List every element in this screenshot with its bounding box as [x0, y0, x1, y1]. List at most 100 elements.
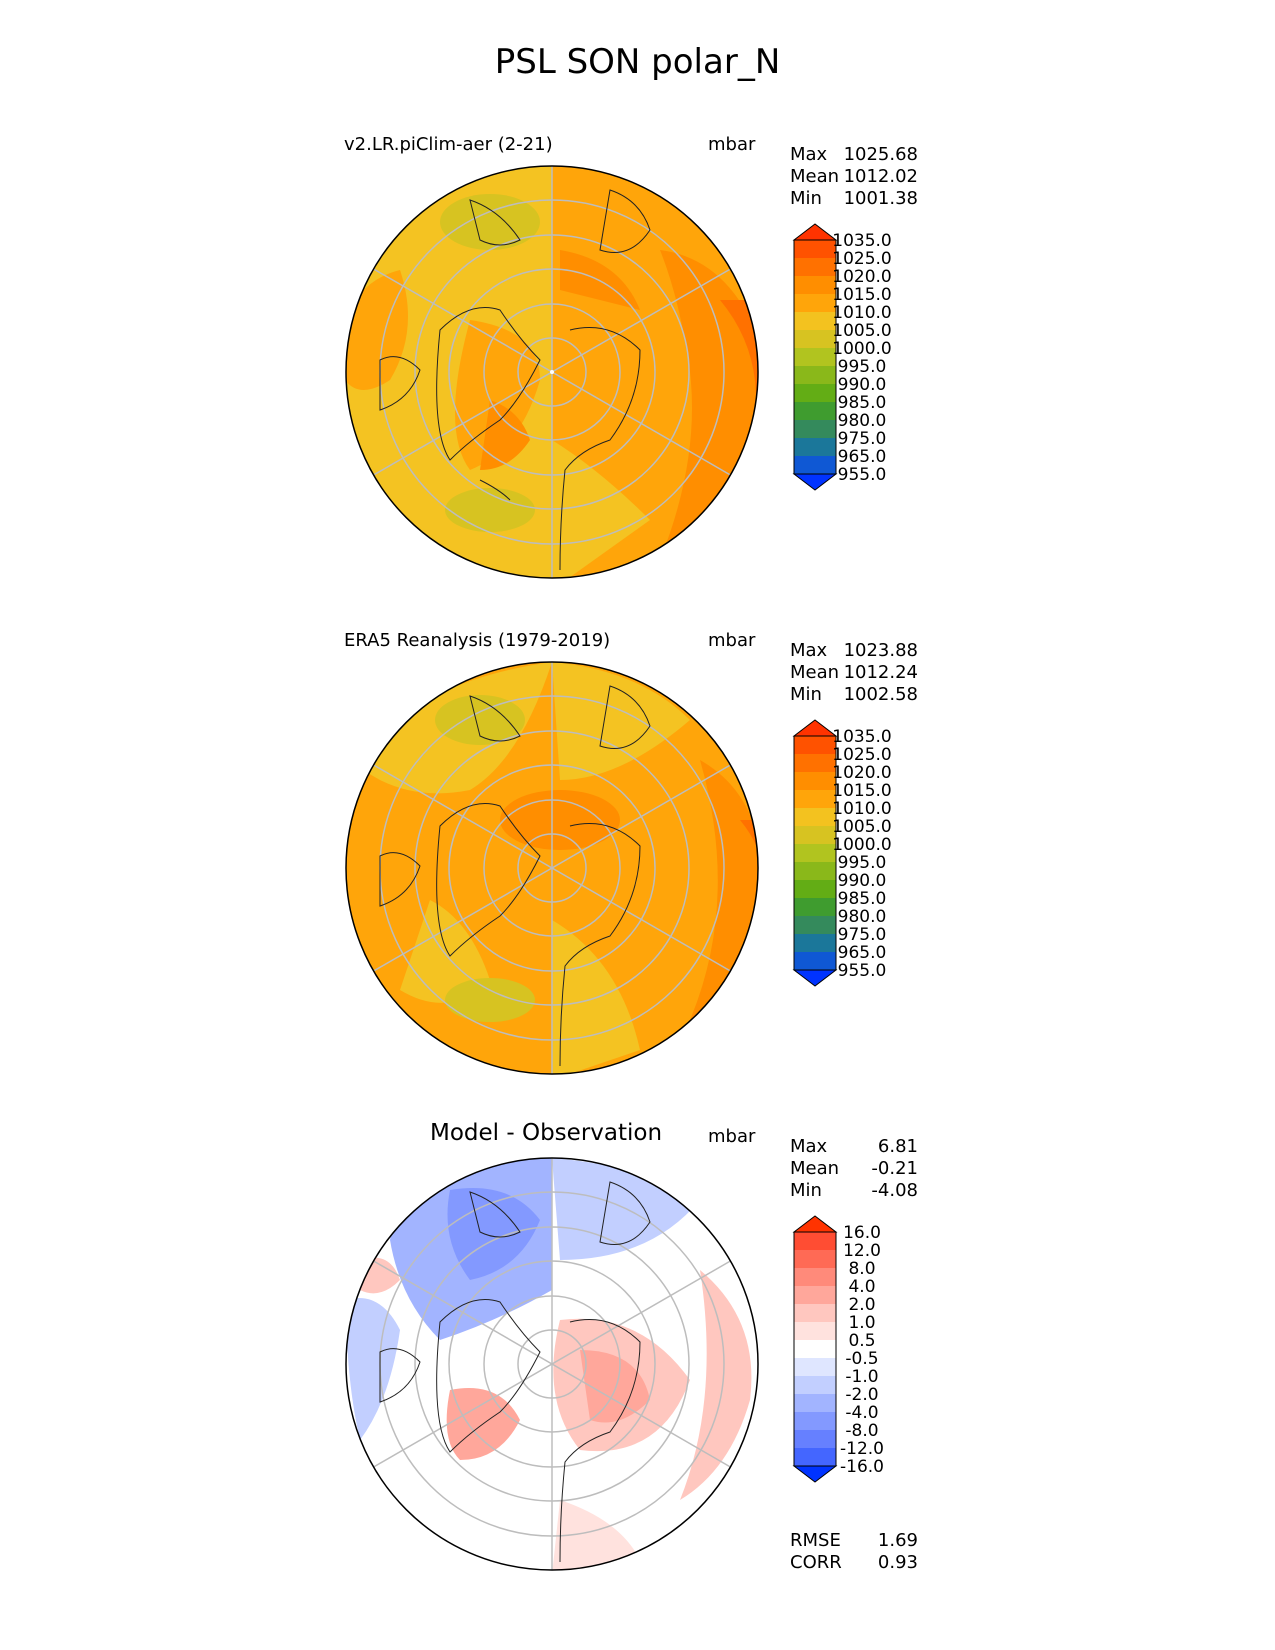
stat-mean-label: Mean [790, 1158, 840, 1179]
colorbar-segment [794, 258, 836, 277]
colorbar-segment [794, 456, 836, 475]
colorbar-segment [794, 880, 836, 899]
colorbar-tick-label: 1.0 [848, 1313, 875, 1333]
colorbar-tick-label: 975.0 [838, 429, 887, 449]
colorbar-tick-label: 990.0 [838, 871, 887, 891]
corr-label: CORR [790, 1552, 842, 1573]
colorbar-segment [794, 384, 836, 403]
colorbar-tick-label: 1000.0 [832, 835, 891, 855]
colorbar-segment [794, 844, 836, 863]
colorbar-tick-label: 1010.0 [832, 303, 891, 323]
colorbar-tick-label: 955.0 [838, 465, 887, 485]
colorbar-segment [794, 1232, 836, 1251]
panel-2-units: mbar [708, 630, 756, 651]
colorbar-1: 1035.01025.01020.01015.01010.01005.01000… [792, 223, 892, 491]
colorbar-segment [794, 1448, 836, 1467]
colorbar-segment [794, 1304, 836, 1323]
stat-mean-value: 1012.24 [843, 662, 918, 683]
colorbar-segment [794, 348, 836, 367]
stat-min-value: 1001.38 [843, 188, 918, 209]
colorbar-tick-label: 1005.0 [832, 817, 891, 837]
colorbar-tick-label: 990.0 [838, 375, 887, 395]
stat-max-label: Max [790, 640, 828, 661]
colorbar-tick-label: 1020.0 [832, 763, 891, 783]
colorbar-segment [794, 862, 836, 881]
stat-mean-value: 1012.02 [843, 166, 918, 187]
panel-3-stats: Max 6.81 Mean -0.21 Min -4.08 [790, 1136, 918, 1202]
colorbar-tick-label: 16.0 [843, 1223, 881, 1243]
colorbar-extend-top [792, 719, 838, 737]
stat-mean-value: -0.21 [871, 1158, 918, 1179]
panel-1-label: v2.LR.piClim-aer (2-21) [344, 134, 553, 155]
colorbar-tick-label: 985.0 [838, 393, 887, 413]
colorbar-tick-label: 1000.0 [832, 339, 891, 359]
panel-3-metrics: RMSE 1.69 CORR 0.93 [790, 1530, 918, 1574]
colorbar-tick-label: -8.0 [845, 1421, 878, 1441]
colorbar-segment [794, 1286, 836, 1305]
stat-max-label: Max [790, 144, 828, 165]
colorbar-outline [793, 1231, 837, 1467]
map-panel-2: 1035.01025.01020.01015.01010.01005.01000… [345, 661, 892, 1075]
colorbar-segment [794, 420, 836, 439]
stat-max-value: 1023.88 [843, 640, 918, 661]
colorbar-segment [794, 1430, 836, 1449]
panel-1-units: mbar [708, 134, 756, 155]
colorbar-segment [794, 772, 836, 791]
panel-3-units: mbar [708, 1126, 756, 1147]
colorbar-tick-label: 1005.0 [832, 321, 891, 341]
stat-min-value: 1002.58 [843, 684, 918, 705]
colorbar-extend-bottom [792, 969, 838, 987]
colorbar-segment [794, 1376, 836, 1395]
colorbar-tick-label: 1035.0 [832, 231, 891, 251]
colorbar-tick-label: 2.0 [848, 1295, 875, 1315]
colorbar-segment [794, 808, 836, 827]
panel-2-label: ERA5 Reanalysis (1979-2019) [344, 630, 611, 651]
stat-max-label: Max [790, 1136, 828, 1157]
colorbar-tick-label: 980.0 [838, 907, 887, 927]
stat-min-label: Min [790, 1180, 822, 1201]
colorbar-tick-label: -4.0 [845, 1403, 878, 1423]
colorbar-segment [794, 276, 836, 295]
colorbar-segment [794, 438, 836, 457]
rmse-label: RMSE [790, 1530, 841, 1551]
colorbar-2: 1035.01025.01020.01015.01010.01005.01000… [792, 719, 892, 987]
colorbar-segment [794, 366, 836, 385]
map-panel-3: 16.012.08.04.02.01.00.5-0.5-1.0-2.0-4.0-… [345, 1157, 884, 1571]
corr-value: 0.93 [877, 1552, 918, 1573]
colorbar-tick-label: 980.0 [838, 411, 887, 431]
colorbar-segment [794, 790, 836, 809]
colorbar-segment [794, 736, 836, 755]
colorbar-segment [794, 1412, 836, 1431]
colorbar-tick-label: 8.0 [848, 1259, 875, 1279]
figure-title: PSL SON polar_N [494, 42, 781, 82]
stat-mean-label: Mean [790, 166, 840, 187]
stat-max-value: 6.81 [877, 1136, 918, 1157]
colorbar-tick-label: 965.0 [838, 943, 887, 963]
colorbar-tick-label: 1025.0 [832, 745, 891, 765]
stat-min-label: Min [790, 684, 822, 705]
colorbar-tick-label: 4.0 [848, 1277, 875, 1297]
rmse-value: 1.69 [877, 1530, 918, 1551]
colorbar-segment [794, 312, 836, 331]
colorbar-tick-label: 995.0 [838, 357, 887, 377]
colorbar-segment [794, 330, 836, 349]
colorbar-tick-label: 1015.0 [832, 781, 891, 801]
colorbar-tick-label: 965.0 [838, 447, 887, 467]
colorbar-segment [794, 952, 836, 971]
colorbar-segment [794, 402, 836, 421]
colorbar-segment [794, 754, 836, 773]
colorbar-segment [794, 294, 836, 313]
colorbar-segment [794, 1358, 836, 1377]
colorbar-tick-label: 995.0 [838, 853, 887, 873]
colorbar-tick-label: 955.0 [838, 961, 887, 981]
colorbar-segment [794, 898, 836, 917]
colorbar-segment [794, 1250, 836, 1269]
colorbar-tick-label: 1020.0 [832, 267, 891, 287]
stat-min-label: Min [790, 188, 822, 209]
colorbar-segment [794, 240, 836, 259]
colorbar-tick-label: 1015.0 [832, 285, 891, 305]
colorbar-tick-label: -12.0 [840, 1439, 884, 1459]
panel-2-stats: Max 1023.88 Mean 1012.24 Min 1002.58 [790, 640, 918, 706]
colorbar-segment [794, 826, 836, 845]
